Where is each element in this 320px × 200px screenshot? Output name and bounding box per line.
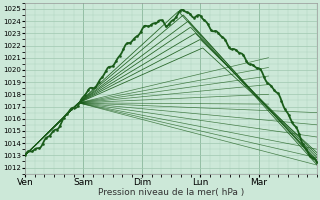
X-axis label: Pression niveau de la mer( hPa ): Pression niveau de la mer( hPa ) — [98, 188, 244, 197]
